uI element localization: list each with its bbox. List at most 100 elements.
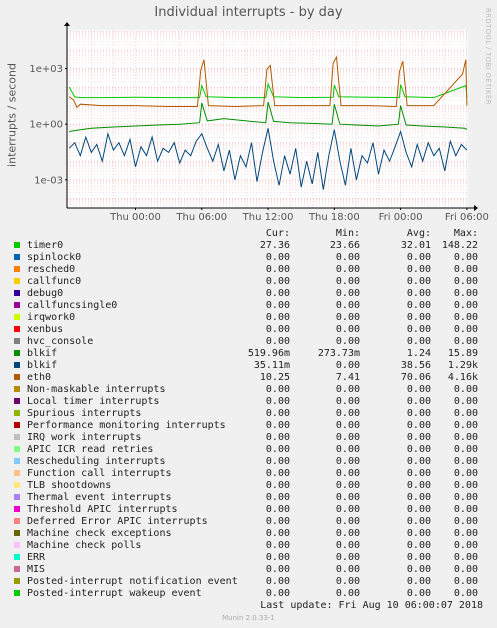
legend-swatch bbox=[14, 338, 20, 344]
legend-swatch bbox=[14, 530, 20, 536]
interrupts-chart: 1e-03 1e+00 1e+03 Thu 00:00 Thu 06:00 Thu 12:… bbox=[29, 22, 489, 223]
legend-min-value: 0.00 bbox=[335, 252, 360, 263]
legend-swatch bbox=[14, 254, 20, 260]
legend-swatch bbox=[14, 242, 20, 248]
legend-item: Local timer interrupts 0.00 0.00 0.00 0.00 bbox=[0, 396, 497, 408]
legend-avg-value: 0.00 bbox=[406, 408, 431, 419]
legend-max-value: 0.00 bbox=[453, 324, 478, 335]
legend-max-value: 0.00 bbox=[453, 504, 478, 515]
legend-name: callfuncsingle0 bbox=[27, 300, 118, 311]
legend-cur-value: 0.00 bbox=[265, 564, 290, 575]
legend-max-value: 0.00 bbox=[453, 432, 478, 443]
legend-item: resched0 0.00 0.00 0.00 0.00 bbox=[0, 264, 497, 276]
legend-header-max: Max: bbox=[453, 228, 478, 239]
legend-name: Spurious interrupts bbox=[27, 408, 142, 419]
legend-avg-value: 0.00 bbox=[406, 552, 431, 563]
legend-item: eth0 10.25 7.41 70.06 4.16k bbox=[0, 372, 497, 384]
legend-avg-value: 70.06 bbox=[400, 372, 431, 383]
legend-item: irqwork0 0.00 0.00 0.00 0.00 bbox=[0, 312, 497, 324]
legend-min-value: 0.00 bbox=[335, 288, 360, 299]
legend-name: Local timer interrupts bbox=[27, 396, 160, 407]
legend-max-value: 15.89 bbox=[447, 348, 478, 359]
legend-cur-value: 0.00 bbox=[265, 252, 290, 263]
legend-name: Machine check polls bbox=[27, 540, 142, 551]
legend-min-value: 0.00 bbox=[335, 312, 360, 323]
legend-name: blkif bbox=[27, 348, 58, 359]
legend-swatch bbox=[14, 446, 20, 452]
legend-cur-value: 0.00 bbox=[265, 384, 290, 395]
legend-avg-value: 0.00 bbox=[406, 444, 431, 455]
legend-swatch bbox=[14, 350, 20, 356]
legend-max-value: 4.16k bbox=[447, 372, 478, 383]
legend-cur-value: 0.00 bbox=[265, 396, 290, 407]
legend-avg-value: 0.00 bbox=[406, 588, 431, 599]
legend-item: xenbus 0.00 0.00 0.00 0.00 bbox=[0, 324, 497, 336]
legend-min-value: 0.00 bbox=[335, 504, 360, 515]
legend-swatch bbox=[14, 518, 20, 524]
legend-min-value: 0.00 bbox=[335, 360, 360, 371]
legend-min-value: 0.00 bbox=[335, 480, 360, 491]
legend-header-cur: Cur: bbox=[265, 228, 290, 239]
legend-item: Deferred Error APIC interrupts 0.00 0.00 0.… bbox=[0, 516, 497, 528]
legend-avg-value: 0.00 bbox=[406, 480, 431, 491]
legend-max-value: 0.00 bbox=[453, 444, 478, 455]
legend-name: Posted-interrupt notification event bbox=[27, 576, 238, 587]
legend-avg-value: 0.00 bbox=[406, 252, 431, 263]
legend-name: Deferred Error APIC interrupts bbox=[27, 516, 208, 527]
legend-max-value: 0.00 bbox=[453, 420, 478, 431]
legend-name: spinlock0 bbox=[27, 252, 82, 263]
legend-avg-value: 0.00 bbox=[406, 324, 431, 335]
legend-name: hvc_console bbox=[27, 336, 94, 347]
legend-item: Non-maskable interrupts 0.00 0.00 0.00 0.00 bbox=[0, 384, 497, 396]
legend-name: MIS bbox=[27, 564, 46, 575]
legend-cur-value: 0.00 bbox=[265, 324, 290, 335]
legend-cur-value: 0.00 bbox=[265, 480, 290, 491]
legend-name: Function call interrupts bbox=[27, 468, 172, 479]
legend-item: Performance monitoring interrupts 0.00 0.0… bbox=[0, 420, 497, 432]
legend-item: Spurious interrupts 0.00 0.00 0.00 0.00 bbox=[0, 408, 497, 420]
legend-cur-value: 0.00 bbox=[265, 492, 290, 503]
legend-item: Function call interrupts 0.00 0.00 0.00 0.00 bbox=[0, 468, 497, 480]
legend-cur-value: 0.00 bbox=[265, 264, 290, 275]
legend-swatch bbox=[14, 554, 20, 560]
legend-cur-value: 0.00 bbox=[265, 552, 290, 563]
legend-min-value: 0.00 bbox=[335, 576, 360, 587]
legend-cur-value: 0.00 bbox=[265, 336, 290, 347]
legend-name: IRQ work interrupts bbox=[27, 432, 142, 443]
legend-name: APIC ICR read retries bbox=[27, 444, 154, 455]
legend-item: Machine check exceptions 0.00 0.00 0.00 0.00 bbox=[0, 528, 497, 540]
legend-min-value: 0.00 bbox=[335, 264, 360, 275]
legend-max-value: 0.00 bbox=[453, 288, 478, 299]
legend-swatch bbox=[14, 566, 20, 572]
legend-swatch bbox=[14, 362, 20, 368]
legend-item: MIS 0.00 0.00 0.00 0.00 bbox=[0, 564, 497, 576]
x-axis-arrow bbox=[474, 205, 478, 211]
legend-swatch bbox=[14, 278, 20, 284]
legend-swatch bbox=[14, 314, 20, 320]
legend-item: blkif 35.11m 0.00 38.56 1.29k bbox=[0, 360, 497, 372]
x-tick-label: Thu 00:00 bbox=[109, 212, 161, 223]
legend-swatch bbox=[14, 578, 20, 584]
legend-avg-value: 0.00 bbox=[406, 540, 431, 551]
legend-name: ERR bbox=[27, 552, 46, 563]
legend-swatch bbox=[14, 482, 20, 488]
legend-cur-value: 0.00 bbox=[265, 528, 290, 539]
legend-item: callfuncsingle0 0.00 0.00 0.00 0.00 bbox=[0, 300, 497, 312]
legend-min-value: 0.00 bbox=[335, 516, 360, 527]
legend-max-value: 148.22 bbox=[441, 240, 478, 251]
legend-name: timer0 bbox=[27, 240, 64, 251]
legend-min-value: 0.00 bbox=[335, 336, 360, 347]
legend-cur-value: 0.00 bbox=[265, 276, 290, 287]
legend-avg-value: 0.00 bbox=[406, 564, 431, 575]
legend-header-row: Cur: Min: Avg: Max: bbox=[0, 228, 497, 240]
legend-swatch bbox=[14, 374, 20, 380]
legend-avg-value: 0.00 bbox=[406, 456, 431, 467]
y-tick-label: 1e-03 bbox=[34, 175, 63, 186]
legend-avg-value: 1.24 bbox=[406, 348, 431, 359]
legend-max-value: 0.00 bbox=[453, 552, 478, 563]
legend-item: Rescheduling interrupts 0.00 0.00 0.00 0.00 bbox=[0, 456, 497, 468]
legend-cur-value: 0.00 bbox=[265, 444, 290, 455]
legend-max-value: 1.29k bbox=[447, 360, 478, 371]
y-tick-label: 1e+00 bbox=[29, 120, 63, 131]
legend-avg-value: 0.00 bbox=[406, 396, 431, 407]
